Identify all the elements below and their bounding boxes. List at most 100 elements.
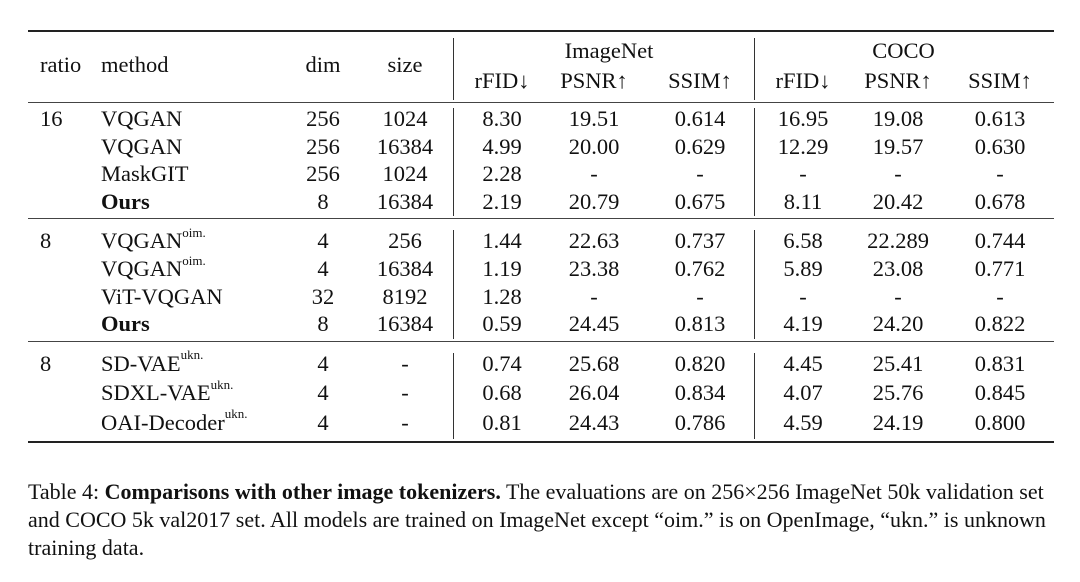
bottom-rule <box>28 441 1054 444</box>
dim-cell: 32 <box>311 283 335 309</box>
column-divider <box>754 108 755 217</box>
column-divider <box>754 230 755 339</box>
header-psnr: PSNR↑ <box>864 68 932 93</box>
coco-ssim-cell: 0.822 <box>974 311 1026 337</box>
method-name: Ours <box>101 311 150 337</box>
imagenet-ssim-cell: 0.629 <box>674 133 726 159</box>
header-group-imagenet: ImageNet <box>564 38 654 63</box>
imagenet-rfid-cell: 4.99 <box>482 133 522 159</box>
coco-ssim-cell: 0.800 <box>974 409 1026 435</box>
group-ratio: 16 <box>40 106 63 131</box>
coco-psnr-cell: - <box>894 161 902 187</box>
size-cell: 16384 <box>376 133 434 159</box>
coco-ssim-cell: 0.771 <box>974 256 1026 281</box>
imagenet-psnr-cell: - <box>590 283 598 309</box>
coco-psnr-cell: 24.20 <box>872 311 924 337</box>
imagenet-psnr-cell: - <box>590 161 598 187</box>
header-ratio: ratio <box>40 52 82 77</box>
size-cell: 1024 <box>382 106 428 131</box>
coco-psnr-cell: 20.42 <box>872 188 924 214</box>
dim-cell: 256 <box>306 161 340 187</box>
imagenet-ssim-cell: - <box>696 283 704 309</box>
coco-rfid-cell: 4.19 <box>783 311 823 337</box>
size-cell: 8192 <box>382 283 428 309</box>
coco-rfid-cell: 16.95 <box>777 106 829 131</box>
imagenet-rfid-cell: 1.19 <box>482 256 522 281</box>
header-rfid: rFID↓ <box>775 68 831 93</box>
coco-ssim-cell: 0.845 <box>974 380 1026 406</box>
imagenet-ssim-cell: - <box>696 161 704 187</box>
imagenet-psnr-cell: 24.45 <box>568 311 620 337</box>
size-cell: 256 <box>388 228 422 254</box>
coco-rfid-cell: 12.29 <box>777 133 829 159</box>
coco-ssim-cell: 0.744 <box>974 228 1026 254</box>
coco-rfid-cell: 5.89 <box>783 256 823 281</box>
caption-text: The evaluations are on 256×256 ImageNet … <box>28 479 1046 560</box>
method-cell: VQGANoim. <box>101 224 206 254</box>
dim-cell: 4 <box>317 409 329 435</box>
imagenet-psnr-cell: 19.51 <box>568 106 620 131</box>
header-dim: dim <box>305 52 341 77</box>
coco-psnr-cell: 19.08 <box>872 106 924 131</box>
size-cell: - <box>401 350 409 376</box>
group-ratio: 8 <box>40 228 52 254</box>
group-rule <box>28 340 1054 342</box>
imagenet-psnr-cell: 22.63 <box>568 228 620 254</box>
header-method: method <box>101 52 169 77</box>
caption-label: Table 4: <box>28 479 100 504</box>
method-superscript: oim. <box>182 224 206 240</box>
coco-rfid-cell: 6.58 <box>783 228 823 254</box>
size-cell: 16384 <box>376 188 434 214</box>
method-name: ViT-VQGAN <box>101 283 223 309</box>
header-psnr: PSNR↑ <box>560 68 628 93</box>
column-divider <box>453 108 454 217</box>
size-cell: - <box>401 409 409 435</box>
method-cell: VQGAN <box>101 134 182 160</box>
imagenet-rfid-cell: 2.19 <box>482 188 522 214</box>
header-size: size <box>387 52 423 77</box>
caption-title: Comparisons with other image tokenizers. <box>104 479 501 504</box>
imagenet-rfid-cell: 0.59 <box>482 311 522 337</box>
coco-ssim-cell: 0.630 <box>974 133 1026 159</box>
imagenet-ssim-cell: 0.786 <box>674 409 726 435</box>
imagenet-psnr-cell: 26.04 <box>568 380 620 406</box>
size-cell: 1024 <box>382 161 428 187</box>
method-cell: ViT-VQGAN <box>101 284 223 310</box>
method-name: Ours <box>101 188 150 214</box>
coco-psnr-cell: 25.76 <box>872 380 924 406</box>
header-rule <box>28 102 1054 103</box>
coco-psnr-cell: 24.19 <box>872 409 924 435</box>
dim-cell: 4 <box>317 380 329 406</box>
dim-cell: 4 <box>317 228 329 254</box>
column-divider <box>754 38 755 100</box>
method-name: OAI-Decoder <box>101 409 225 435</box>
method-cell: SDXL-VAEukn. <box>101 376 234 406</box>
header-ssim: SSIM↑ <box>968 68 1032 93</box>
method-cell: VQGAN <box>101 106 182 132</box>
method-cell: OAI-Decoderukn. <box>101 407 247 436</box>
group-rule <box>28 218 1054 220</box>
group-ratio: 8 <box>40 350 52 376</box>
imagenet-psnr-cell: 20.00 <box>568 133 620 159</box>
coco-psnr-cell: - <box>894 283 902 309</box>
imagenet-ssim-cell: 0.820 <box>674 350 726 376</box>
top-rule <box>28 30 1054 32</box>
method-superscript: ukn. <box>210 376 234 392</box>
coco-rfid-cell: 4.07 <box>783 380 823 406</box>
dim-cell: 4 <box>317 256 329 281</box>
method-name: SDXL-VAE <box>101 380 211 406</box>
imagenet-psnr-cell: 24.43 <box>568 409 620 435</box>
header-rfid: rFID↓ <box>474 68 530 93</box>
method-cell: Ours <box>101 311 150 337</box>
method-cell: Ours <box>101 189 150 215</box>
coco-psnr-cell: 23.08 <box>872 256 924 281</box>
imagenet-rfid-cell: 8.30 <box>482 106 522 131</box>
coco-psnr-cell: 19.57 <box>872 133 924 159</box>
dim-cell: 8 <box>317 188 329 214</box>
dim-cell: 4 <box>317 350 329 376</box>
size-cell: 16384 <box>376 311 434 337</box>
column-divider <box>453 352 454 440</box>
coco-rfid-cell: 4.45 <box>783 350 823 376</box>
coco-ssim-cell: - <box>996 283 1004 309</box>
coco-psnr-cell: 25.41 <box>872 350 924 376</box>
